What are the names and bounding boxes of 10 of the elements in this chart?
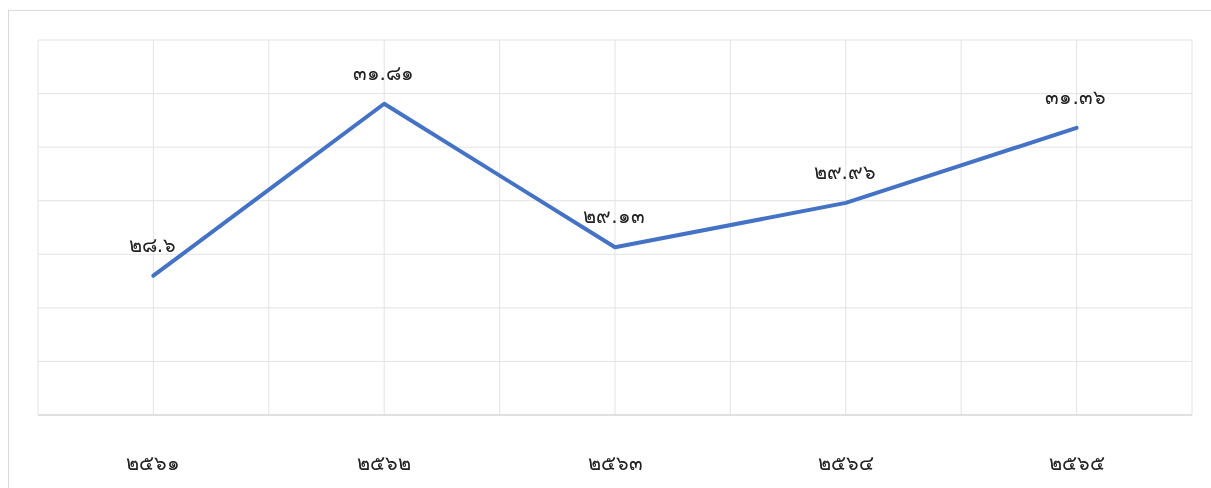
- x-tick-label: ๒๕๖๓: [587, 451, 643, 475]
- x-tick-label: ๒๕๖๒: [357, 451, 412, 475]
- data-label: ๒๙.๙๖: [813, 159, 876, 184]
- x-tick-label: ๒๕๖๕: [1048, 451, 1105, 475]
- x-tick-label: ๒๕๖๔: [817, 451, 874, 475]
- data-label: ๒๘.๖: [128, 232, 177, 257]
- x-tick-label: ๒๕๖๑: [126, 451, 181, 475]
- data-label: ๓๑.๓๖: [1045, 84, 1106, 109]
- data-label: ๒๙.๑๓: [583, 204, 645, 229]
- data-label: ๓๑.๘๑: [352, 60, 414, 85]
